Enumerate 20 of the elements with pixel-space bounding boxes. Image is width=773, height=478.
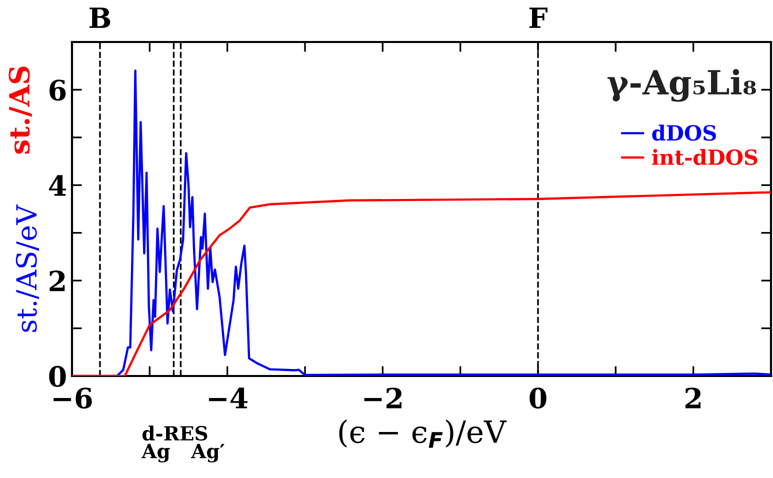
y-tick-label: 4 [48,175,66,196]
x-tick-label: 2 [686,388,700,408]
text: st./AS [8,66,32,154]
legend-label: int-dDOS [652,148,758,166]
ref-line-label: F [529,8,548,28]
ref-line-label: B [90,8,110,28]
y-axis-title: st./AS/eV [16,204,40,332]
x-tick-label: −6 [54,388,92,409]
legend-label: dDOS [652,124,716,141]
x-tick-label: −2 [364,388,402,408]
text: Ag′ [190,444,224,462]
x-tick-label: 0 [530,388,546,409]
text: d-RES [142,426,208,441]
text: γ-Ag₅Li₈ [608,69,756,102]
y-tick-label: 6 [50,80,66,101]
y-tick-label: 2 [50,270,65,292]
x-tick-label: −4 [208,388,248,408]
x-axis-title: (ϵ − ϵ$_{F}$)/eV [339,420,507,448]
text: Ag [142,444,170,462]
y-tick-label: 0 [49,366,66,387]
